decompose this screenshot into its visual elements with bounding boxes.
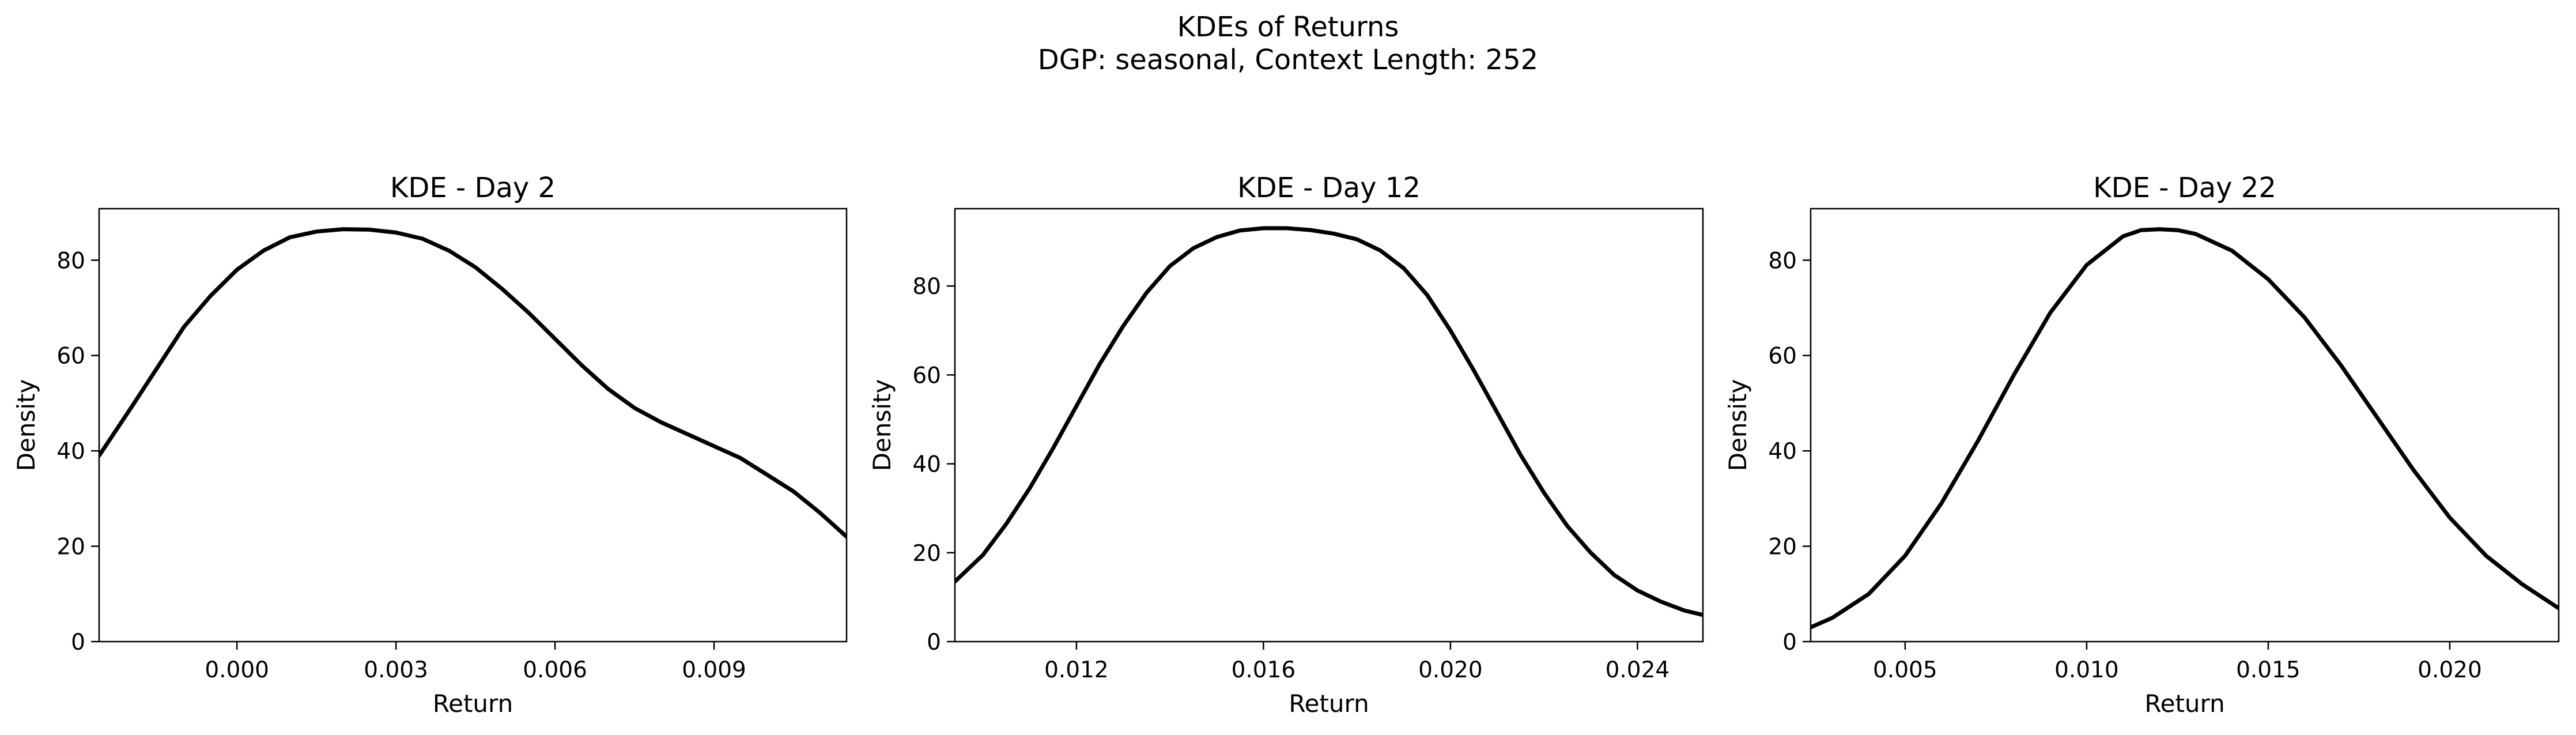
chart-panel-1: KDE - Day 2 0.000 0.003 0.006 0.009 0 20 40 60 80… xyxy=(12,172,848,718)
kde-curve-line xyxy=(1811,227,2559,630)
x-tick-label: 0.012 xyxy=(1044,657,1109,683)
y-tick-label: 60 xyxy=(56,344,85,370)
x-tick-label: 0.009 xyxy=(682,657,746,683)
y-tick-label: 20 xyxy=(56,534,85,560)
x-tick-label: 0.020 xyxy=(2418,657,2482,683)
y-tick-label: 20 xyxy=(912,541,941,567)
x-axis-label: Return xyxy=(1289,689,1369,718)
axes-frame xyxy=(98,208,848,643)
x-tick-label: 0.010 xyxy=(2054,657,2119,683)
x-tick-label: 0.016 xyxy=(1232,657,1296,683)
axes-frame xyxy=(1810,208,2560,643)
x-tick-label: 0.005 xyxy=(1873,657,1937,683)
kde-curve-line xyxy=(99,227,847,539)
y-tick-label: 80 xyxy=(1768,248,1797,274)
x-tick-label: 0.024 xyxy=(1606,657,1670,683)
x-tick-label: 0.020 xyxy=(1418,657,1483,683)
x-tick-label: 0.000 xyxy=(205,657,269,683)
y-tick-label: 60 xyxy=(1768,344,1797,370)
figure-suptitle-line2: DGP: seasonal, Context Length: 252 xyxy=(1038,44,1538,76)
chart-panel-2: KDE - Day 12 0.012 0.016 0.020 0.024 0 20 40 60 8… xyxy=(868,172,1704,718)
y-tick-label: 0 xyxy=(71,630,85,655)
kde-curve-line xyxy=(955,226,1703,617)
x-axis-label: Return xyxy=(2144,689,2224,718)
y-tick-label: 40 xyxy=(912,452,941,478)
x-tick-label: 0.006 xyxy=(523,657,587,683)
chart-panel-3: KDE - Day 22 0.005 0.010 0.015 0.020 0 20 40 60 8… xyxy=(1724,172,2560,718)
y-tick-label: 40 xyxy=(56,439,85,465)
y-tick-label: 80 xyxy=(912,274,941,300)
y-tick-label: 0 xyxy=(1782,630,1797,655)
y-axis-label: Density xyxy=(868,379,896,472)
y-tick-label: 40 xyxy=(1768,439,1797,465)
chart-title: KDE - Day 2 xyxy=(390,172,556,204)
figure-suptitle-line1: KDEs of Returns xyxy=(1177,11,1399,43)
chart-title: KDE - Day 12 xyxy=(1237,172,1421,204)
x-tick-label: 0.015 xyxy=(2236,657,2301,683)
y-tick-label: 0 xyxy=(927,630,941,655)
y-tick-label: 60 xyxy=(912,363,941,389)
chart-title: KDE - Day 22 xyxy=(2093,172,2276,204)
x-tick-label: 0.003 xyxy=(364,657,428,683)
x-axis-label: Return xyxy=(433,689,513,718)
y-axis-label: Density xyxy=(1724,379,1752,472)
y-axis-label: Density xyxy=(12,379,40,472)
y-tick-label: 20 xyxy=(1768,534,1797,560)
axes-frame xyxy=(954,208,1704,643)
y-tick-label: 80 xyxy=(56,248,85,274)
